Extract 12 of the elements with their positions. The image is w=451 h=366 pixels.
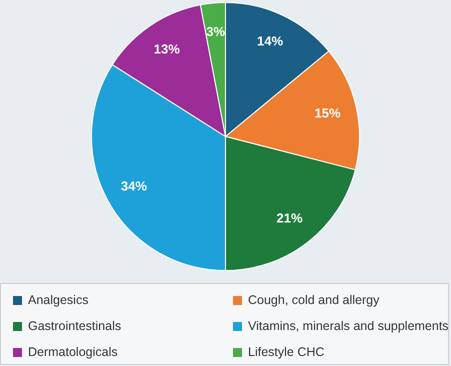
data-label: 34% <box>120 178 148 194</box>
legend-label: Vitamins, minerals and supplements <box>248 319 449 333</box>
data-label: 14% <box>256 34 284 49</box>
legend-label: Lifestyle CHC <box>248 345 324 359</box>
data-label: 15% <box>314 105 341 120</box>
legend-label: Analgesics <box>28 293 88 307</box>
data-label: 21% <box>276 210 304 226</box>
legend-label: Gastrointestinals <box>28 319 122 333</box>
legend-label: Dermatologicals <box>28 345 118 359</box>
data-label: 13% <box>154 42 180 57</box>
legend-label: Cough, cold and allergy <box>248 293 380 307</box>
data-label: 3% <box>206 24 226 40</box>
